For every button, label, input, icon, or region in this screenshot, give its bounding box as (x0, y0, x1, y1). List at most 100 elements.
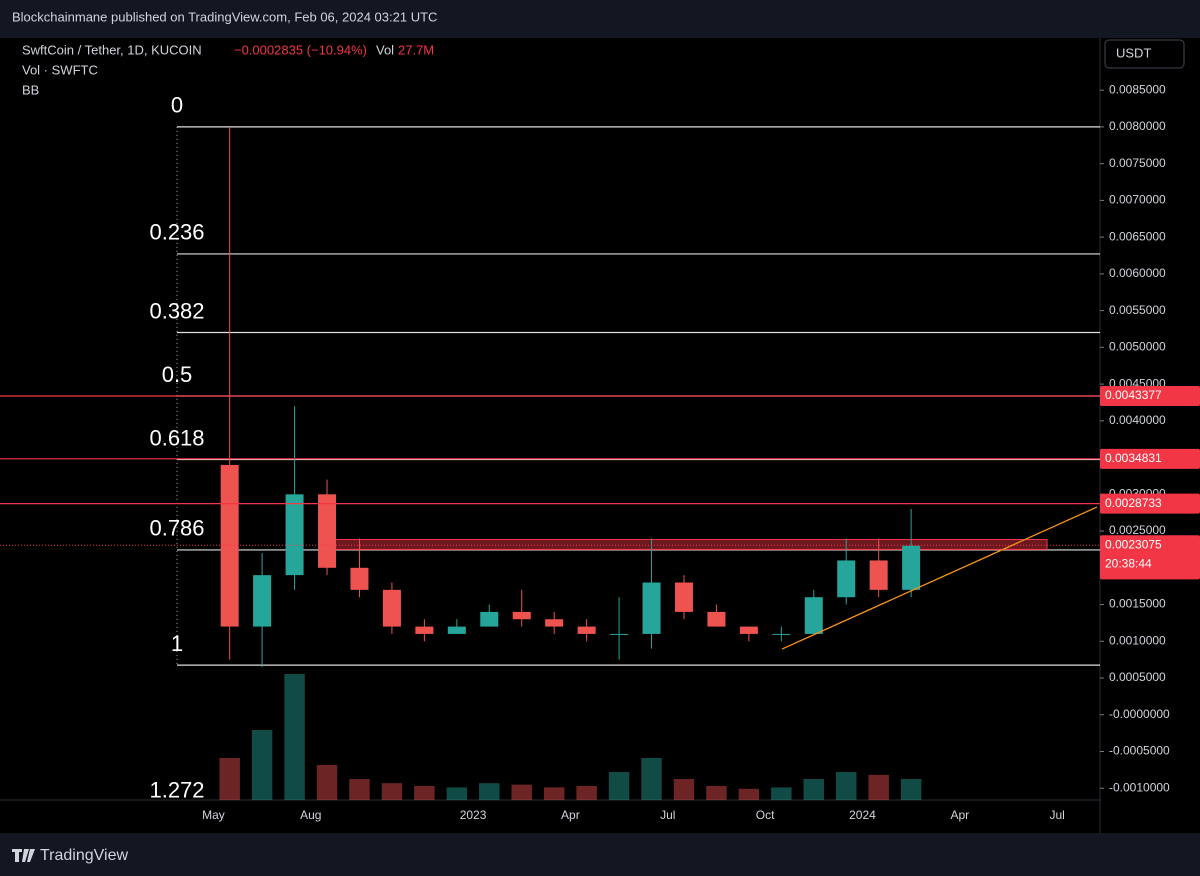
currency[interactable]: USDT (1116, 45, 1151, 60)
fib-label: 0.5 (162, 362, 193, 387)
candle-body (610, 633, 629, 635)
level-label: 0.0028733 (1105, 496, 1162, 510)
candle-body (869, 560, 888, 590)
y-tick-label: 0.0005000 (1109, 670, 1166, 684)
candle-body (739, 626, 758, 634)
volume-bar (673, 779, 695, 800)
candle-body (480, 611, 499, 627)
volume-bar (414, 786, 435, 800)
level-label: 0.0043377 (1105, 388, 1162, 402)
volume-bar (284, 674, 305, 800)
fib-label: 0.382 (149, 298, 204, 323)
y-tick-label: 0.0040000 (1109, 413, 1166, 427)
x-tick-label: Jul (1049, 808, 1064, 822)
x-tick-label: Jul (660, 808, 675, 822)
candle-body (642, 582, 661, 634)
level-label: 0.0034831 (1105, 451, 1162, 465)
candle-body (382, 589, 401, 627)
volume-bar (608, 772, 630, 800)
volume-bar (251, 730, 273, 800)
y-tick-label: -0.0000000 (1109, 707, 1170, 721)
last-price-label: 0.0023075 (1105, 537, 1162, 551)
vol-label: Vol (376, 42, 394, 57)
candle-body (837, 560, 856, 598)
price-axis (1100, 38, 1200, 833)
volume-bar (511, 784, 532, 800)
logo (12, 849, 35, 862)
volume-bar (641, 758, 662, 800)
candle-body (545, 619, 564, 627)
fib-label: 0.618 (149, 425, 204, 450)
y-tick-label: 0.0060000 (1109, 266, 1166, 280)
candle-body (220, 464, 239, 627)
x-tick-label: Oct (756, 808, 775, 822)
y-tick-label: 0.0085000 (1109, 82, 1166, 96)
currency-button[interactable] (1104, 39, 1185, 69)
volume-bar (446, 787, 468, 800)
volume-bar (381, 783, 403, 800)
x-tick-label: 2023 (460, 808, 487, 822)
candle-body (512, 611, 531, 620)
volume-bar (771, 787, 792, 800)
y-tick-label: 0.0025000 (1109, 523, 1166, 537)
plot-area (0, 38, 1100, 800)
fib-label: 1.272 (149, 777, 204, 802)
x-tick-label: Apr (950, 808, 969, 822)
vol-value: 27.7M (398, 42, 434, 57)
volume-bar (576, 786, 597, 800)
y-tick-label: 0.0080000 (1109, 119, 1166, 133)
level-tag (1100, 448, 1200, 469)
change: −0.0002835 (−10.94%) (234, 42, 367, 57)
last-price-tag (1100, 535, 1200, 576)
y-tick-label: 0.0015000 (1109, 597, 1166, 611)
volume-bar (316, 765, 338, 800)
volume-bar (900, 779, 922, 800)
published: Blockchainmane published on TradingView.… (12, 9, 437, 24)
fib-label: 0 (171, 93, 183, 118)
volume-bar (836, 772, 857, 800)
y-tick-label: 0.0050000 (1109, 340, 1166, 354)
zone (319, 539, 1048, 550)
candle-body (902, 545, 921, 590)
candle-body (674, 582, 693, 612)
candle-body (253, 575, 272, 627)
level-tag (1100, 386, 1200, 407)
volume-bar (868, 774, 889, 800)
fib-label: 0.236 (149, 220, 204, 245)
y-tick-label: -0.0010000 (1109, 780, 1170, 794)
y-tick-label: 0.0075000 (1109, 156, 1166, 170)
candle-body (804, 597, 823, 634)
y-tick-label: 0.0065000 (1109, 229, 1166, 243)
bb: BB (22, 82, 39, 97)
vol-line: Vol · SWFTC (22, 62, 98, 77)
x-tick-label: Aug (300, 808, 321, 822)
candle-body (285, 494, 304, 576)
candle-body (447, 626, 466, 634)
fib-label: 1 (171, 631, 183, 656)
x-tick-label: May (202, 808, 225, 822)
y-tick-label: 0.0010000 (1109, 633, 1166, 647)
time-axis (0, 800, 1100, 833)
candle-body (577, 626, 596, 634)
volume-bar (738, 788, 760, 800)
fib-label: 0.786 (149, 516, 204, 541)
symbol: SwftCoin / Tether, 1D, KUCOIN (22, 42, 202, 57)
candle-body (707, 611, 726, 627)
footer-brand: TradingView (40, 847, 128, 864)
y-tick-label: 0.0070000 (1109, 193, 1166, 207)
candle-body (772, 633, 791, 635)
volume-bar (803, 779, 824, 800)
y-tick-label: -0.0005000 (1109, 744, 1170, 758)
x-tick-label: 2024 (849, 808, 876, 822)
candle-body (350, 567, 369, 590)
candle-body (318, 494, 337, 568)
volume-bar (479, 783, 500, 800)
volume-bar (543, 787, 565, 800)
volume-bar (706, 786, 727, 800)
candle-body (415, 626, 434, 634)
volume-bar (219, 758, 240, 800)
volume-bar (349, 779, 370, 800)
level-tag (1100, 493, 1200, 514)
x-tick-label: Apr (561, 808, 580, 822)
